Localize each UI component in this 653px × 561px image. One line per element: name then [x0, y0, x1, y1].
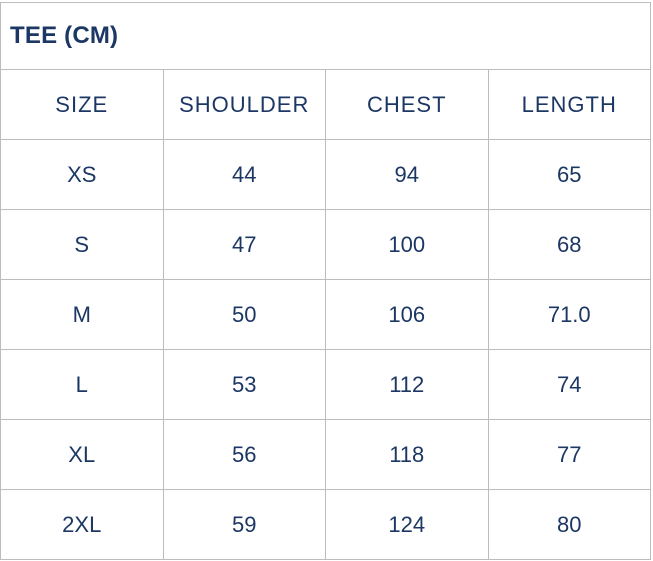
table-row-m: M 50 106 71.0	[0, 279, 651, 350]
cell-size: L	[0, 349, 164, 420]
table-title: TEE (CM)	[0, 2, 651, 70]
cell-shoulder: 59	[162, 489, 326, 560]
column-header-size: SIZE	[0, 69, 164, 140]
table-header-row: SIZE SHOULDER CHEST LENGTH	[0, 69, 651, 140]
cell-chest: 100	[325, 209, 489, 280]
cell-length: 74	[487, 349, 651, 420]
cell-length: 71.0	[487, 279, 651, 350]
table-row-xs: XS 44 94 65	[0, 139, 651, 210]
cell-chest: 112	[325, 349, 489, 420]
cell-size: XS	[0, 139, 164, 210]
cell-size: 2XL	[0, 489, 164, 560]
cell-length: 77	[487, 419, 651, 490]
column-header-shoulder: SHOULDER	[162, 69, 326, 140]
cell-size: S	[0, 209, 164, 280]
column-header-chest: CHEST	[325, 69, 489, 140]
cell-shoulder: 53	[162, 349, 326, 420]
cell-length: 80	[487, 489, 651, 560]
cell-shoulder: 44	[162, 139, 326, 210]
cell-shoulder: 56	[162, 419, 326, 490]
table-row-xl: XL 56 118 77	[0, 419, 651, 490]
cell-chest: 124	[325, 489, 489, 560]
cell-length: 65	[487, 139, 651, 210]
table-row-l: L 53 112 74	[0, 349, 651, 420]
cell-shoulder: 50	[162, 279, 326, 350]
cell-size: XL	[0, 419, 164, 490]
cell-length: 68	[487, 209, 651, 280]
cell-chest: 118	[325, 419, 489, 490]
cell-chest: 106	[325, 279, 489, 350]
table-title-row: TEE (CM)	[0, 2, 651, 70]
cell-chest: 94	[325, 139, 489, 210]
column-header-length: LENGTH	[487, 69, 651, 140]
cell-size: M	[0, 279, 164, 350]
table-row-2xl: 2XL 59 124 80	[0, 489, 651, 560]
cell-shoulder: 47	[162, 209, 326, 280]
table-row-s: S 47 100 68	[0, 209, 651, 280]
